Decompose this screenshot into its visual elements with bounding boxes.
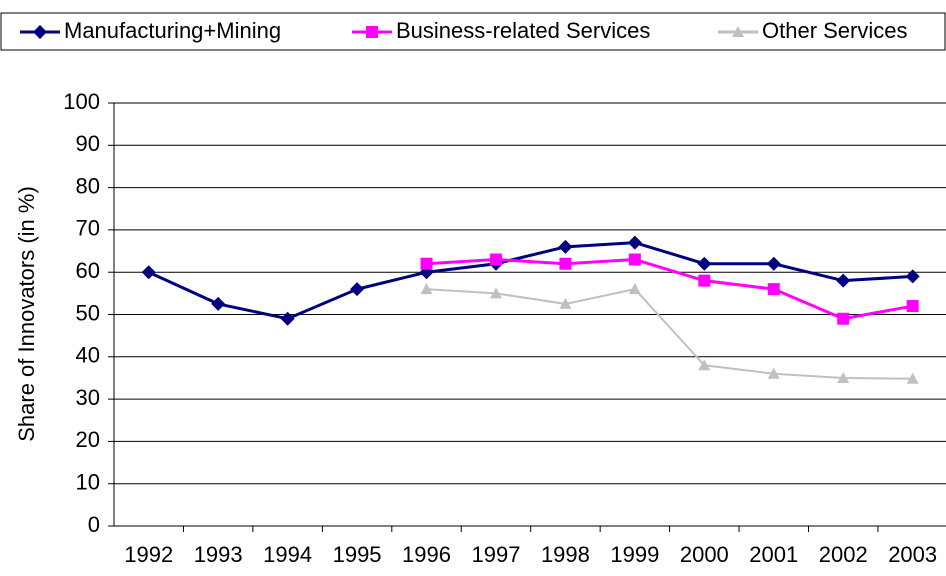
x-tick-label: 2001 [749, 542, 798, 567]
marker [698, 274, 711, 287]
marker [767, 283, 780, 296]
marker [766, 256, 781, 271]
marker [837, 312, 850, 325]
marker [628, 253, 641, 266]
legend-label: Manufacturing+Mining [64, 18, 281, 43]
y-tick-label: 90 [76, 131, 100, 156]
y-tick-label: 70 [76, 216, 100, 241]
x-tick-label: 1994 [263, 542, 312, 567]
legend-label: Other Services [762, 18, 908, 43]
legend-label: Business-related Services [396, 18, 650, 43]
y-tick-label: 50 [76, 300, 100, 325]
marker [33, 25, 47, 39]
x-tick-label: 2000 [680, 542, 729, 567]
y-tick-label: 30 [76, 385, 100, 410]
x-tick-label: 1993 [194, 542, 243, 567]
marker [141, 265, 156, 280]
marker [350, 282, 365, 297]
x-tick-label: 1999 [610, 542, 659, 567]
marker [697, 256, 712, 271]
marker [559, 297, 572, 309]
marker [906, 372, 919, 384]
marker [906, 300, 919, 313]
series-line [148, 241, 913, 321]
marker [767, 367, 780, 379]
y-tick-label: 60 [76, 258, 100, 283]
marker [420, 283, 433, 295]
x-tick-label: 1992 [124, 542, 173, 567]
marker [628, 283, 641, 295]
x-tick-label: 1995 [333, 542, 382, 567]
marker [837, 371, 850, 383]
y-tick-label: 80 [76, 173, 100, 198]
y-tick-label: 0 [88, 512, 100, 537]
x-tick-label: 1998 [541, 542, 590, 567]
marker [559, 257, 572, 270]
y-tick-label: 100 [63, 89, 100, 114]
x-tick-label: 1996 [402, 542, 451, 567]
marker [836, 273, 851, 288]
x-tick-label: 1997 [471, 542, 520, 567]
marker [211, 296, 226, 311]
marker [489, 287, 502, 299]
series-line [426, 288, 913, 380]
marker [732, 26, 744, 37]
marker [558, 239, 573, 254]
y-axis-label: Share of Innovators (in %) [14, 186, 39, 442]
y-tick-label: 20 [76, 427, 100, 452]
y-tick-label: 40 [76, 343, 100, 368]
marker [489, 253, 502, 266]
y-tick-label: 10 [76, 470, 100, 495]
marker [627, 235, 642, 250]
series-line [426, 257, 913, 321]
marker [280, 311, 295, 326]
x-tick-label: 2002 [819, 542, 868, 567]
marker [366, 26, 378, 38]
marker [698, 359, 711, 371]
legend-box [0, 12, 946, 51]
x-tick-label: 2003 [888, 542, 937, 567]
marker [905, 269, 920, 284]
marker [420, 257, 433, 270]
